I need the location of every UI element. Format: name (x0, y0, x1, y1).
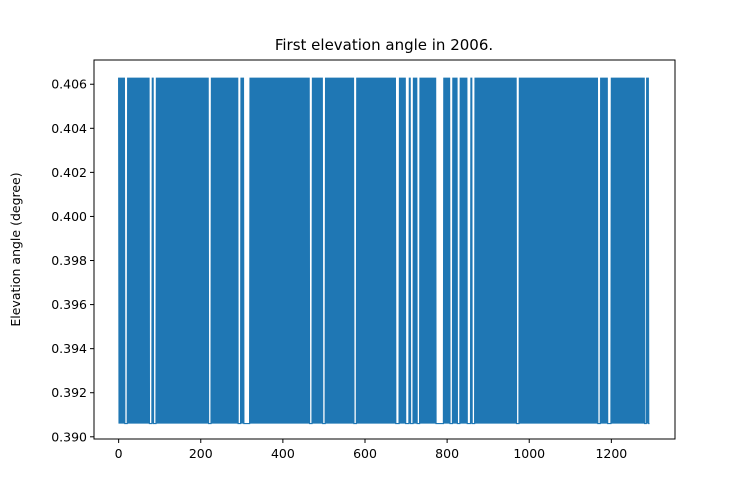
chart-title: First elevation angle in 2006. (275, 36, 493, 54)
x-tick-label: 1200 (595, 446, 627, 461)
y-tick-label: 0.404 (51, 121, 87, 136)
y-tick-label: 0.390 (51, 429, 87, 444)
x-axis: 0 200 400 600 800 1000 1200 (115, 439, 627, 461)
y-axis-title: Elevation angle (degree) (8, 172, 23, 326)
plot-frame (93, 59, 676, 440)
y-tick-label: 0.394 (51, 341, 87, 356)
y-tick-label: 0.392 (51, 385, 87, 400)
y-tick-label: 0.396 (51, 297, 87, 312)
x-tick-label: 1000 (513, 446, 545, 461)
x-tick-label: 800 (435, 446, 459, 461)
y-axis: 0.390 0.392 0.394 0.396 0.398 0.400 0.402 0.404… (51, 77, 94, 444)
x-tick-label: 0 (115, 446, 123, 461)
x-tick-label: 200 (189, 446, 213, 461)
y-tick-label: 0.398 (51, 253, 87, 268)
y-tick-label: 0.402 (51, 165, 87, 180)
plot-area (118, 77, 650, 425)
y-tick-label: 0.400 (51, 209, 87, 224)
x-tick-label: 600 (353, 446, 377, 461)
x-tick-label: 400 (271, 446, 295, 461)
y-tick-label: 0.406 (51, 77, 87, 92)
series-line-1 (118, 77, 650, 425)
